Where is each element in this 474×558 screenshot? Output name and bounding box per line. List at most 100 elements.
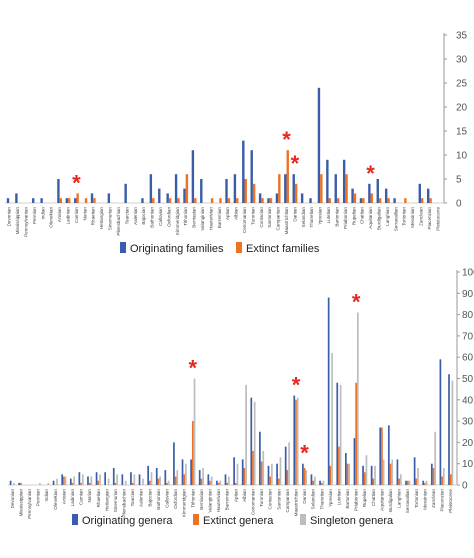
x-tick-label: Ladinian bbox=[70, 489, 75, 507]
bar bbox=[338, 446, 340, 485]
bar bbox=[90, 193, 94, 203]
x-tick-label: Turonian bbox=[250, 207, 255, 225]
x-tick-label: Coniacian bbox=[259, 207, 264, 228]
bar bbox=[219, 480, 222, 485]
bar bbox=[336, 382, 339, 485]
x-tick-label: Serravallian bbox=[393, 207, 398, 232]
bar bbox=[384, 188, 388, 203]
x-tick-label: Bathonian bbox=[150, 207, 155, 228]
x-tick-label: Anisian bbox=[61, 489, 66, 505]
asterisk-marker: * bbox=[72, 170, 81, 195]
bar bbox=[121, 474, 124, 485]
bar bbox=[191, 421, 194, 485]
bar bbox=[112, 467, 115, 485]
y-tick-label: 90 bbox=[462, 289, 474, 300]
bar bbox=[233, 174, 237, 203]
bar bbox=[242, 140, 245, 203]
bar bbox=[95, 472, 98, 485]
x-tick-label: Valanginian bbox=[200, 207, 205, 231]
families-chart: 0 5 10 15 20 25 30 35 Devonian Mississippian Penns… bbox=[5, 31, 468, 255]
bar bbox=[417, 467, 419, 485]
x-tick-label: Campanian bbox=[285, 489, 290, 513]
bar bbox=[288, 442, 290, 485]
x-tick-label: Selandian bbox=[301, 207, 306, 228]
x-tick-label: Pennsylvanian bbox=[27, 489, 32, 519]
x-tick-label: Sinemurian bbox=[113, 489, 118, 513]
bar bbox=[424, 482, 426, 485]
bar bbox=[219, 198, 222, 203]
bar bbox=[194, 198, 197, 203]
bar bbox=[399, 474, 402, 485]
x-tick-label: Tortonian bbox=[402, 207, 407, 226]
bar bbox=[275, 193, 279, 203]
bar bbox=[260, 461, 263, 485]
bar bbox=[420, 198, 424, 203]
bar bbox=[173, 442, 175, 485]
bar bbox=[15, 193, 18, 203]
bar bbox=[20, 482, 22, 485]
bar bbox=[133, 474, 136, 485]
bar bbox=[351, 188, 354, 203]
bar bbox=[245, 384, 247, 485]
x-tick-label: Callovian bbox=[165, 489, 170, 508]
x-tick-label: Berriasian bbox=[192, 207, 197, 228]
x-tick-label: Coniacian bbox=[268, 489, 273, 510]
x-tick-label: Tithonian bbox=[183, 207, 188, 226]
x-tick-label: Danian bbox=[292, 207, 297, 222]
bar bbox=[65, 198, 69, 203]
y-tick-label: 70 bbox=[462, 331, 474, 342]
bar bbox=[391, 459, 394, 485]
bar bbox=[57, 179, 60, 203]
bar bbox=[329, 465, 332, 485]
bar bbox=[217, 482, 220, 485]
bar bbox=[269, 198, 273, 203]
bar bbox=[365, 455, 368, 485]
bar bbox=[393, 198, 396, 203]
x-tick-label: Carnian bbox=[79, 489, 84, 506]
x-tick-label: Rupelian bbox=[362, 489, 367, 508]
x-tick-label: Kimmeridgian bbox=[175, 207, 180, 236]
bar bbox=[372, 478, 375, 485]
y-tick-label: 30 bbox=[462, 417, 474, 428]
bar bbox=[176, 470, 179, 485]
bar bbox=[131, 482, 134, 485]
bar bbox=[99, 474, 101, 485]
x-tick-label: Selandian bbox=[311, 489, 316, 510]
x-tick-label: Ypresian bbox=[328, 489, 333, 507]
bar bbox=[78, 472, 81, 485]
bar bbox=[185, 174, 189, 203]
bar bbox=[413, 457, 416, 485]
bar bbox=[276, 463, 278, 485]
x-tick-label: Valanginian bbox=[208, 489, 213, 513]
x-tick-label: Santonian bbox=[276, 489, 281, 510]
bar bbox=[379, 427, 382, 485]
bar bbox=[38, 482, 41, 485]
bar bbox=[293, 395, 296, 485]
bar bbox=[148, 480, 151, 485]
bar bbox=[312, 480, 315, 485]
bar bbox=[398, 478, 400, 485]
x-tick-label: Cenomanian bbox=[250, 489, 255, 515]
bar bbox=[116, 474, 119, 485]
bar bbox=[225, 179, 228, 203]
y-tick-label: 25 bbox=[456, 79, 468, 90]
bar bbox=[278, 174, 281, 203]
bar bbox=[104, 472, 107, 485]
asterisk-marker: * bbox=[291, 151, 300, 176]
bar bbox=[141, 198, 144, 203]
bar bbox=[87, 476, 89, 485]
y-tick-label: 0 bbox=[456, 199, 462, 210]
bar bbox=[451, 380, 454, 485]
bar bbox=[353, 193, 357, 203]
bar bbox=[442, 467, 445, 485]
bar bbox=[155, 467, 158, 485]
bar bbox=[408, 480, 411, 485]
bar bbox=[166, 193, 169, 203]
x-tick-label: Barremian bbox=[217, 207, 222, 229]
bar bbox=[327, 297, 330, 485]
legend-swatch bbox=[120, 242, 126, 253]
bar bbox=[309, 198, 312, 203]
bar bbox=[81, 474, 84, 485]
x-tick-label: Oxfordian bbox=[166, 207, 171, 227]
